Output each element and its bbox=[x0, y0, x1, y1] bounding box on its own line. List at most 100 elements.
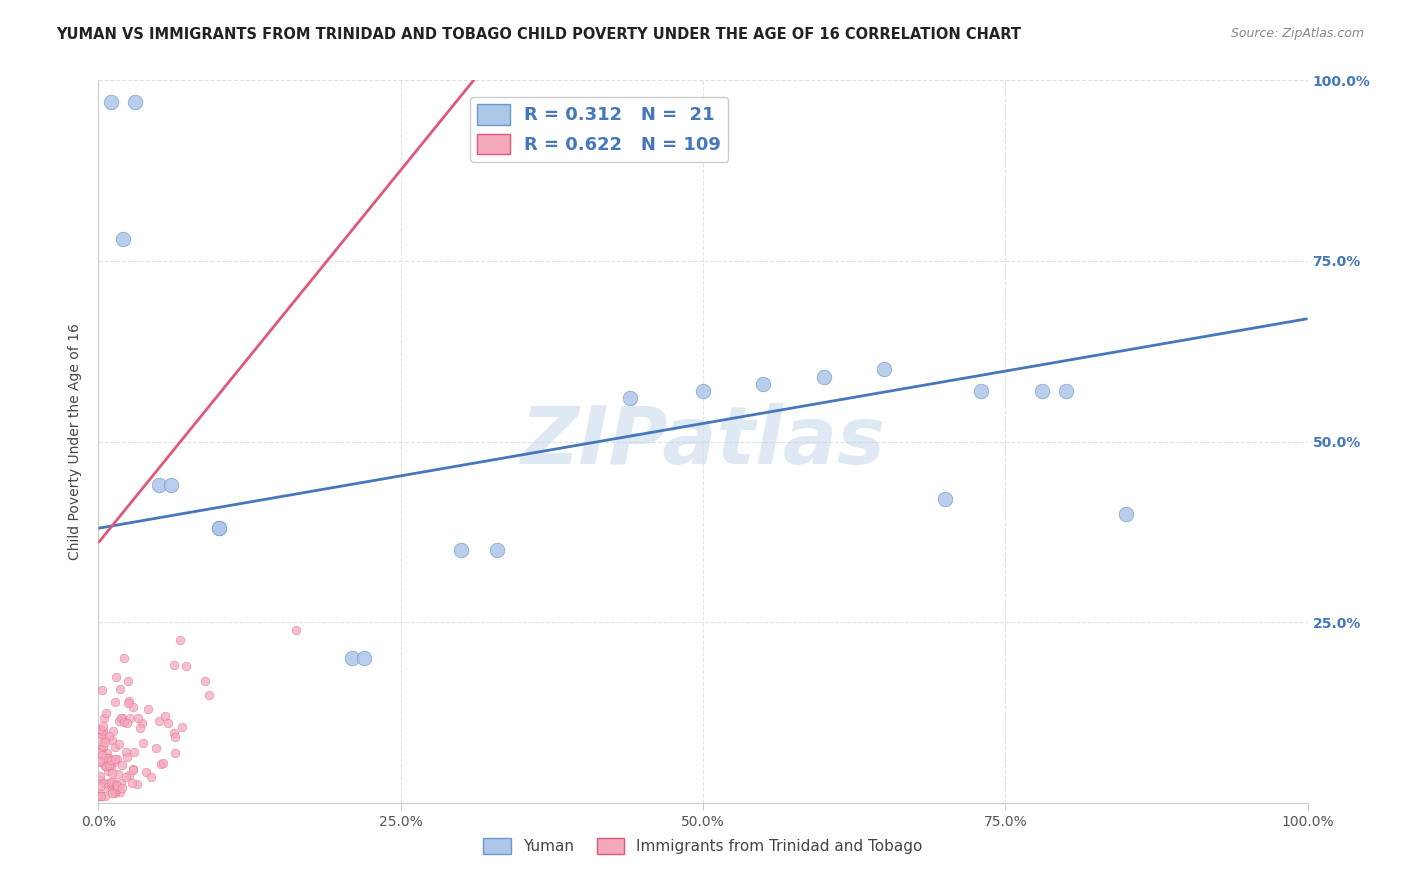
Point bbox=[208, 521, 231, 535]
Point bbox=[131, 716, 153, 731]
Point bbox=[108, 785, 131, 799]
Point bbox=[148, 714, 170, 728]
Point bbox=[98, 729, 121, 743]
Point bbox=[94, 789, 117, 803]
Point bbox=[112, 650, 135, 665]
Point bbox=[93, 776, 115, 790]
Point bbox=[94, 731, 117, 746]
Point bbox=[91, 739, 114, 753]
Point bbox=[163, 725, 186, 739]
Point bbox=[194, 673, 217, 688]
Point bbox=[1054, 384, 1077, 398]
Point bbox=[107, 767, 129, 781]
Point bbox=[101, 733, 124, 747]
Point bbox=[353, 651, 375, 665]
Point bbox=[152, 756, 174, 770]
Point bbox=[115, 770, 138, 784]
Point bbox=[148, 478, 170, 492]
Point bbox=[127, 711, 149, 725]
Point bbox=[342, 651, 364, 665]
Point bbox=[101, 782, 124, 797]
Point bbox=[111, 711, 134, 725]
Point bbox=[170, 719, 193, 733]
Point bbox=[752, 376, 775, 391]
Text: ZIPatlas: ZIPatlas bbox=[520, 402, 886, 481]
Point bbox=[89, 769, 111, 783]
Point bbox=[104, 740, 127, 755]
Point bbox=[101, 766, 124, 780]
Point bbox=[100, 95, 122, 109]
Point bbox=[96, 747, 118, 761]
Point bbox=[98, 760, 121, 774]
Point bbox=[813, 369, 835, 384]
Point bbox=[111, 232, 134, 246]
Point bbox=[121, 776, 143, 790]
Point bbox=[124, 745, 146, 759]
Point bbox=[89, 723, 111, 737]
Point bbox=[118, 693, 141, 707]
Point bbox=[115, 750, 138, 764]
Point bbox=[112, 715, 135, 730]
Point bbox=[163, 657, 186, 672]
Point bbox=[150, 757, 173, 772]
Point bbox=[121, 763, 143, 777]
Point bbox=[94, 750, 117, 764]
Point bbox=[108, 737, 131, 751]
Point bbox=[1031, 384, 1053, 398]
Point bbox=[89, 789, 111, 803]
Point bbox=[118, 711, 141, 725]
Point bbox=[89, 786, 111, 800]
Point bbox=[104, 752, 127, 766]
Point bbox=[103, 783, 125, 797]
Point bbox=[111, 781, 134, 796]
Point bbox=[105, 671, 128, 685]
Point bbox=[98, 758, 121, 772]
Point bbox=[117, 674, 139, 689]
Point bbox=[111, 758, 134, 772]
Point bbox=[873, 362, 896, 376]
Text: YUMAN VS IMMIGRANTS FROM TRINIDAD AND TOBAGO CHILD POVERTY UNDER THE AGE OF 16 C: YUMAN VS IMMIGRANTS FROM TRINIDAD AND TO… bbox=[56, 27, 1021, 42]
Point bbox=[89, 754, 111, 768]
Point bbox=[94, 758, 117, 772]
Point bbox=[970, 384, 993, 398]
Point bbox=[122, 700, 145, 714]
Point bbox=[100, 775, 122, 789]
Point bbox=[198, 688, 221, 702]
Point bbox=[103, 775, 125, 789]
Point bbox=[89, 780, 111, 794]
Point bbox=[169, 632, 191, 647]
Point bbox=[90, 683, 112, 698]
Point bbox=[97, 764, 120, 778]
Point bbox=[692, 384, 714, 398]
Point bbox=[93, 711, 115, 725]
Point bbox=[91, 724, 114, 739]
Point bbox=[163, 730, 186, 744]
Text: Source: ZipAtlas.com: Source: ZipAtlas.com bbox=[1230, 27, 1364, 40]
Point bbox=[89, 722, 111, 736]
Point bbox=[105, 752, 128, 766]
Point bbox=[98, 750, 121, 764]
Point bbox=[619, 391, 641, 405]
Point bbox=[89, 773, 111, 788]
Point bbox=[89, 734, 111, 748]
Point bbox=[145, 740, 167, 755]
Point bbox=[94, 706, 117, 721]
Point bbox=[94, 759, 117, 773]
Point bbox=[91, 719, 114, 733]
Point bbox=[124, 95, 146, 109]
Point bbox=[94, 734, 117, 748]
Point bbox=[135, 764, 157, 779]
Point bbox=[132, 736, 155, 750]
Point bbox=[104, 695, 127, 709]
Point bbox=[98, 775, 121, 789]
Point bbox=[450, 542, 472, 557]
Point bbox=[97, 777, 120, 791]
Point bbox=[174, 658, 197, 673]
Point bbox=[486, 542, 509, 557]
Point bbox=[117, 696, 139, 710]
Point bbox=[122, 762, 145, 776]
Y-axis label: Child Poverty Under the Age of 16: Child Poverty Under the Age of 16 bbox=[69, 323, 83, 560]
Point bbox=[153, 708, 176, 723]
Point bbox=[90, 727, 112, 741]
Legend: Yuman, Immigrants from Trinidad and Tobago: Yuman, Immigrants from Trinidad and Toba… bbox=[477, 832, 929, 860]
